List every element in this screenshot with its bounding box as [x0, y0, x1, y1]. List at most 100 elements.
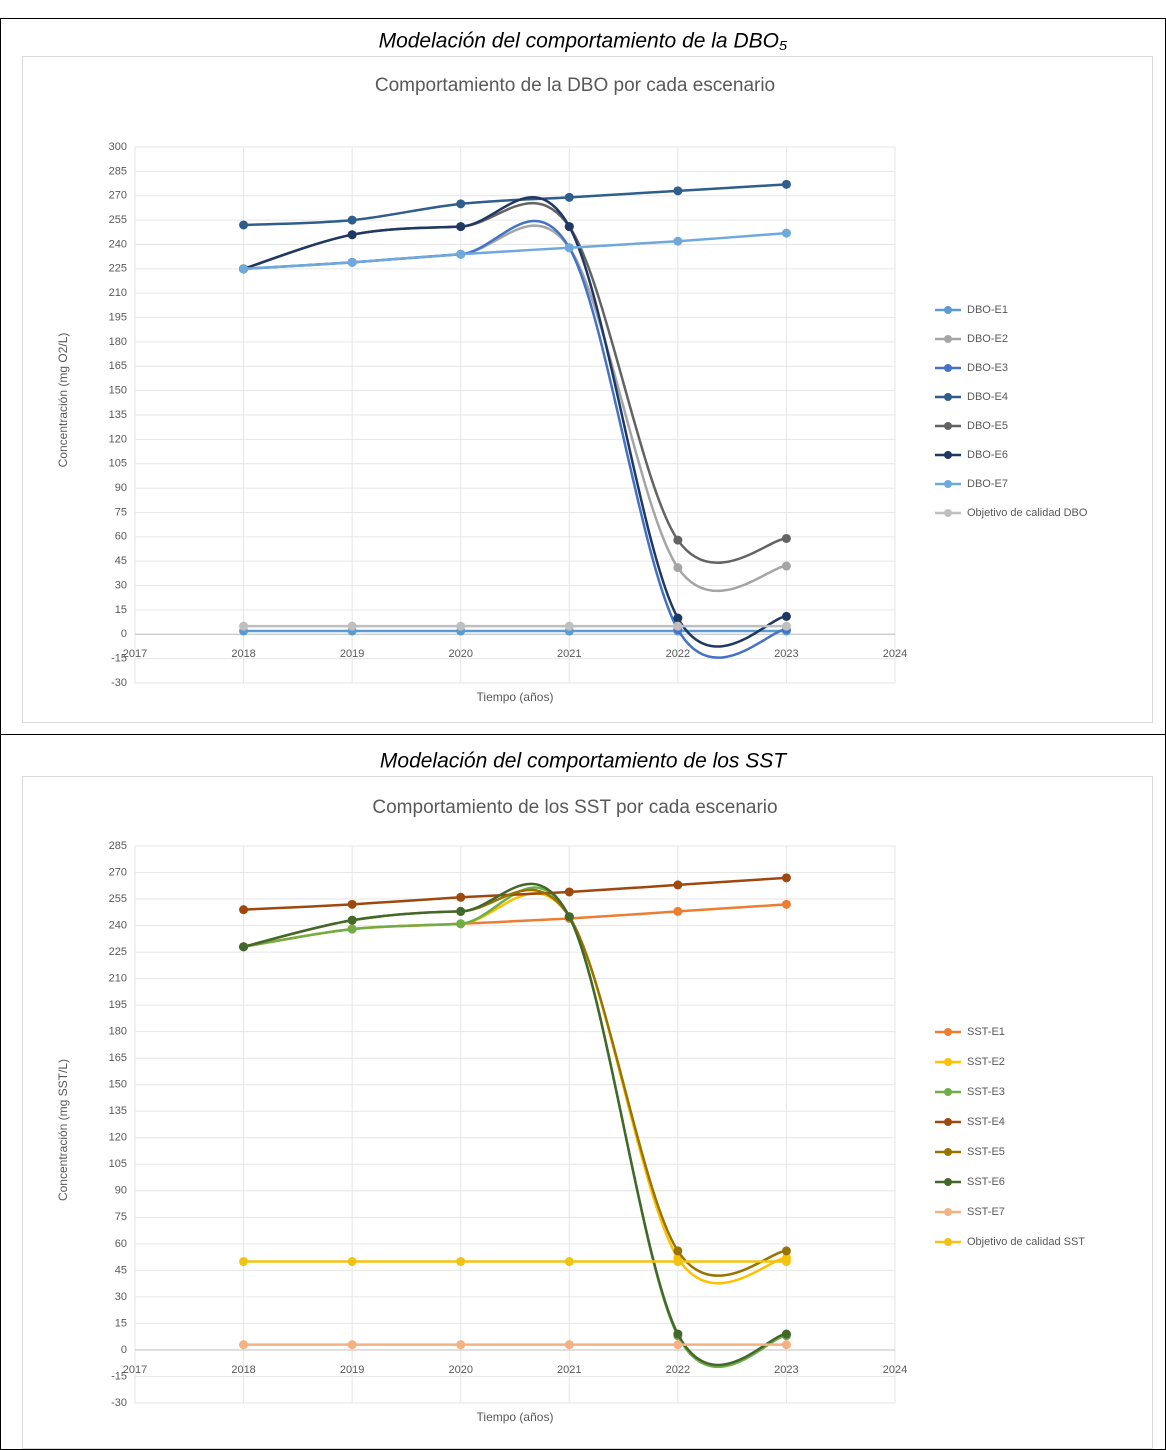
data-point — [564, 912, 574, 922]
data-point — [456, 919, 466, 929]
chart-area — [22, 776, 1153, 1449]
y-tick-label: -30 — [111, 1397, 127, 1409]
y-tick-label: 60 — [115, 531, 127, 543]
x-tick-label: 2024 — [883, 1364, 907, 1376]
y-tick-label: -30 — [111, 677, 127, 689]
y-tick-label: -15 — [111, 653, 127, 665]
data-point — [673, 621, 683, 631]
data-point — [456, 1257, 466, 1267]
y-tick-label: 180 — [109, 336, 127, 348]
data-point — [456, 621, 466, 631]
y-tick-label: 165 — [109, 360, 127, 372]
data-point — [781, 621, 791, 631]
legend-label: SST-E2 — [967, 1056, 1005, 1068]
legend-marker — [944, 451, 952, 459]
y-tick-label: 105 — [109, 1158, 127, 1170]
data-point — [673, 236, 683, 246]
legend-label: SST-E7 — [967, 1206, 1005, 1218]
y-tick-label: 210 — [109, 973, 127, 985]
legend-marker — [944, 509, 952, 517]
legend-label: SST-E3 — [967, 1086, 1005, 1098]
y-tick-label: 30 — [115, 579, 127, 591]
x-tick-label: 2017 — [123, 1364, 147, 1376]
legend-marker — [944, 1028, 952, 1036]
data-point — [673, 535, 683, 545]
y-tick-label: 180 — [109, 1026, 127, 1038]
data-point — [781, 1257, 791, 1267]
data-point — [673, 563, 683, 573]
data-point — [673, 906, 683, 916]
x-axis-title: Tiempo (años) — [477, 1410, 554, 1424]
data-point — [673, 613, 683, 623]
legend-marker — [944, 1118, 952, 1126]
y-tick-label: 135 — [109, 409, 127, 421]
y-axis-title: Concentración (mg SST/L) — [56, 1059, 70, 1201]
legend-label: DBO-E6 — [967, 449, 1008, 461]
chart-title: Comportamiento de los SST por cada escen… — [372, 797, 777, 818]
legend-label: DBO-E2 — [967, 333, 1008, 345]
y-tick-label: 285 — [109, 840, 127, 852]
data-point — [564, 192, 574, 202]
legend-label: SST-E5 — [967, 1146, 1005, 1158]
x-tick-label: 2018 — [231, 648, 255, 660]
y-tick-label: 255 — [109, 893, 127, 905]
legend-marker — [944, 422, 952, 430]
data-point — [456, 892, 466, 902]
data-point — [456, 222, 466, 232]
data-point — [347, 1257, 357, 1267]
data-point — [673, 880, 683, 890]
x-tick-label: 2020 — [448, 1364, 472, 1376]
legend-marker — [944, 1058, 952, 1066]
data-point — [781, 873, 791, 883]
y-tick-label: 285 — [109, 165, 127, 177]
x-tick-label: 2019 — [340, 1364, 364, 1376]
legend-marker — [944, 1178, 952, 1186]
x-tick-label: 2017 — [123, 648, 147, 660]
y-tick-label: 270 — [109, 190, 127, 202]
x-axis-title: Tiempo (años) — [477, 690, 554, 704]
data-point — [347, 899, 357, 909]
data-point — [781, 228, 791, 238]
series-line — [243, 231, 787, 271]
y-tick-label: 75 — [115, 1211, 127, 1223]
y-tick-label: 195 — [109, 311, 127, 323]
y-tick-label: 210 — [109, 287, 127, 299]
x-tick-label: 2021 — [557, 648, 581, 660]
data-point — [239, 942, 249, 952]
y-tick-label: 165 — [109, 1052, 127, 1064]
data-point — [673, 1257, 683, 1267]
y-tick-label: 240 — [109, 238, 127, 250]
legend-label: SST-E1 — [967, 1026, 1005, 1038]
data-point — [347, 215, 357, 225]
data-point — [781, 561, 791, 571]
y-tick-label: 150 — [109, 385, 127, 397]
x-tick-label: 2019 — [340, 648, 364, 660]
data-point — [781, 179, 791, 189]
data-point — [673, 186, 683, 196]
y-tick-label: 15 — [115, 604, 127, 616]
data-point — [239, 1340, 249, 1350]
legend-marker — [944, 364, 952, 372]
y-tick-label: 225 — [109, 946, 127, 958]
x-tick-label: 2022 — [666, 648, 690, 660]
data-point — [564, 1257, 574, 1267]
y-tick-label: 90 — [115, 482, 127, 494]
y-tick-label: 120 — [109, 1132, 127, 1144]
data-point — [781, 1340, 791, 1350]
data-point — [781, 533, 791, 543]
y-tick-label: 105 — [109, 458, 127, 470]
legend-label: SST-E6 — [967, 1176, 1005, 1188]
y-tick-label: 75 — [115, 506, 127, 518]
data-point — [347, 621, 357, 631]
legend-marker — [944, 480, 952, 488]
caption: Modelación del comportamiento de la DBO₅ — [379, 30, 788, 53]
data-point — [564, 222, 574, 232]
legend-marker — [944, 1148, 952, 1156]
data-point — [456, 1340, 466, 1350]
data-point — [347, 915, 357, 925]
y-axis-title: Concentración (mg O2/L) — [56, 333, 70, 468]
legend-label: SST-E4 — [967, 1116, 1005, 1128]
legend-label: DBO-E4 — [967, 391, 1008, 403]
legend-marker — [944, 1208, 952, 1216]
